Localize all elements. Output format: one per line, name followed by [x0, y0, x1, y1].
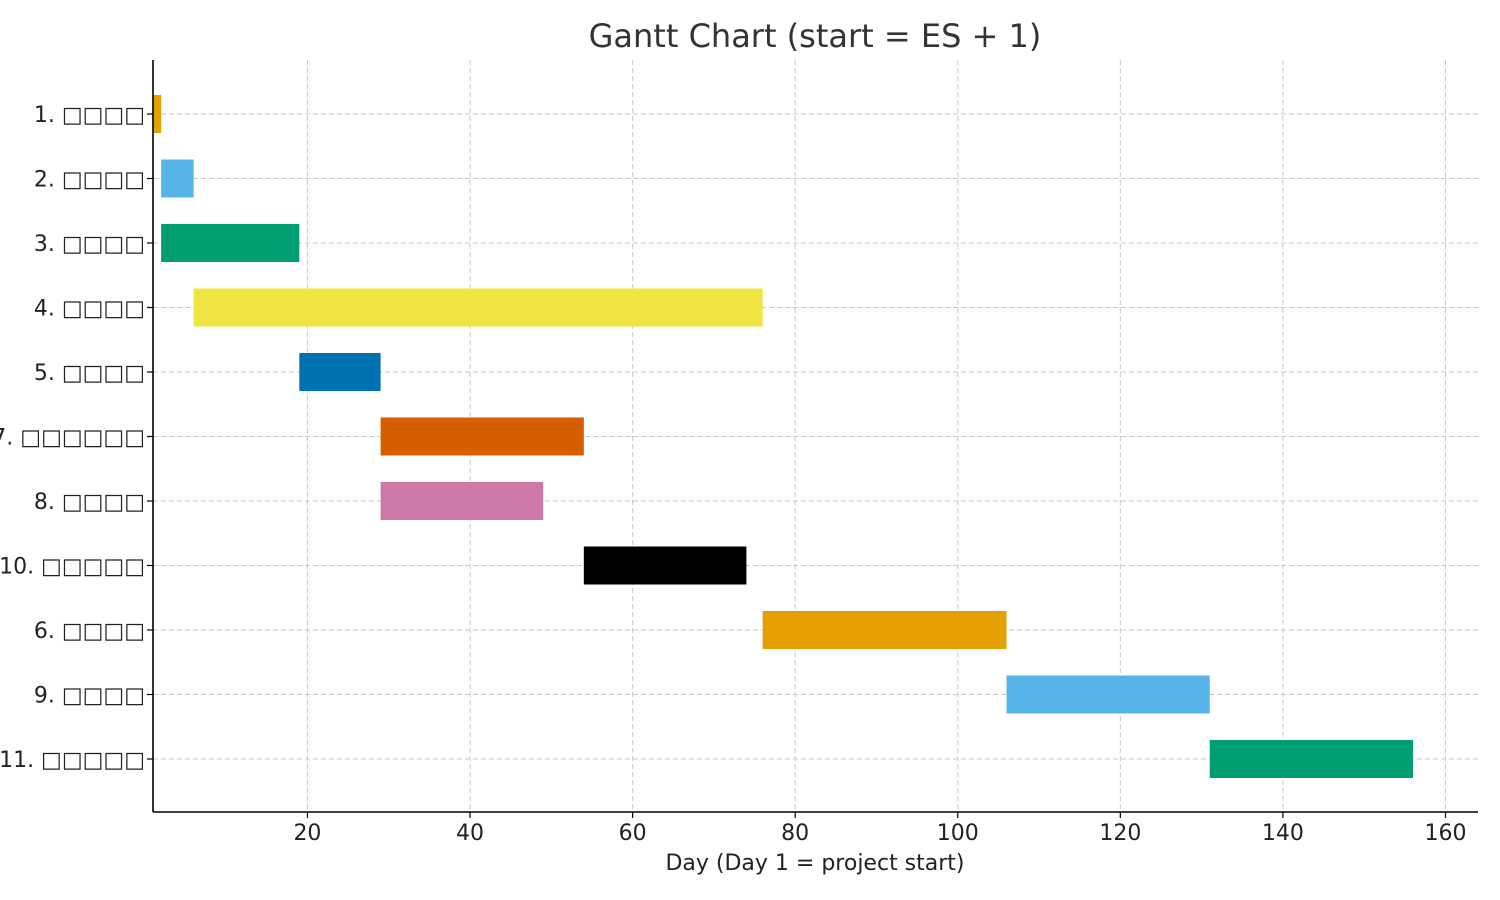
x-tick-labels: 20 40 60 80 100 120 140 160	[293, 812, 1466, 846]
grid-layer	[153, 60, 1478, 812]
x-tick-label: 100	[937, 821, 979, 846]
task-label: 7. □□□□□□	[0, 426, 145, 451]
task-bar	[299, 353, 381, 391]
y-tick-labels: 1. □□□□ 2. □□□□ 3. □□□□ 4. □□□□ 5. □□□□ 7. □□…	[0, 103, 153, 773]
task-label: 3. □□□□	[34, 232, 145, 257]
bar-layer	[153, 95, 1413, 778]
task-label: 2. □□□□	[34, 168, 145, 193]
task-label: 5. □□□□	[34, 361, 145, 386]
task-bar	[1209, 740, 1413, 778]
chart-title: Gantt Chart (start = ES + 1)	[589, 17, 1042, 55]
task-label: 11. □□□□□	[0, 748, 145, 773]
task-bar	[762, 611, 1007, 649]
task-bar	[380, 417, 584, 456]
x-tick-label: 60	[619, 821, 647, 846]
task-bar	[583, 546, 747, 585]
task-bar	[161, 159, 194, 198]
task-label: 8. □□□□	[34, 490, 145, 515]
task-bar	[1006, 675, 1210, 714]
task-label: 9. □□□□	[34, 684, 145, 709]
task-bar	[153, 95, 162, 133]
x-tick-label: 40	[456, 821, 484, 846]
task-bar	[193, 288, 763, 327]
x-tick-label: 120	[1099, 821, 1141, 846]
task-label: 4. □□□□	[34, 297, 145, 322]
x-tick-label: 160	[1424, 821, 1466, 846]
x-tick-label: 140	[1262, 821, 1304, 846]
x-tick-label: 20	[293, 821, 321, 846]
task-label: 1. □□□□	[34, 103, 145, 128]
x-tick-label: 80	[781, 821, 809, 846]
task-label: 10. □□□□□	[0, 555, 145, 580]
task-bar	[161, 224, 300, 262]
task-bar	[380, 482, 544, 520]
task-label: 6. □□□□	[34, 619, 145, 644]
x-axis-label: Day (Day 1 = project start)	[665, 851, 964, 876]
